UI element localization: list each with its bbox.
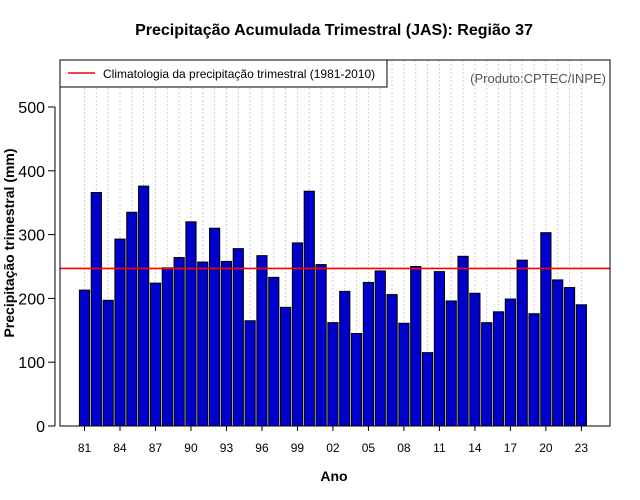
bar — [220, 260, 233, 427]
x-tick-label: 11 — [433, 441, 446, 455]
bar — [528, 313, 540, 427]
x-tick-label: 05 — [362, 441, 376, 455]
bars-group — [78, 185, 587, 427]
bar — [126, 211, 138, 427]
y-tick-label: 300 — [18, 228, 45, 245]
x-tick-label: 96 — [255, 441, 269, 455]
x-axis: 81 84 87 90 93 96 99 02 05 08 11 14 17 20 23 — [78, 426, 589, 455]
bar — [256, 255, 268, 427]
product-credit: (Produto:CPTEC/INPE) — [470, 71, 606, 86]
bar — [149, 282, 162, 427]
bar — [492, 311, 505, 427]
bar — [209, 227, 221, 427]
bar — [350, 332, 363, 427]
bar — [433, 271, 445, 427]
x-axis-label: Ano — [320, 468, 347, 484]
x-tick-label: 84 — [113, 441, 127, 455]
x-tick-label: 90 — [184, 441, 198, 455]
x-tick-label: 20 — [539, 441, 553, 455]
x-tick-label: 14 — [468, 441, 482, 455]
x-tick-label: 93 — [220, 441, 234, 455]
x-tick-label: 87 — [149, 441, 163, 455]
legend-label: Climatologia da precipitação trimestral … — [103, 67, 375, 81]
bar — [232, 248, 244, 427]
bar — [327, 322, 339, 427]
y-tick-label: 100 — [18, 355, 45, 372]
bar — [481, 322, 493, 427]
bar — [197, 261, 209, 427]
x-tick-label: 81 — [78, 441, 92, 455]
bar — [457, 255, 469, 427]
bar — [315, 264, 327, 427]
bar — [421, 352, 434, 427]
y-axis: 0 100 200 300 400 500 — [18, 100, 56, 436]
x-tick-label: 02 — [326, 441, 340, 455]
bar — [374, 270, 386, 427]
bar — [161, 267, 173, 427]
y-axis-label: Precipitação trimestral (mm) — [1, 148, 17, 337]
bar — [339, 290, 351, 427]
y-tick-label: 200 — [18, 291, 45, 308]
x-tick-label: 23 — [575, 441, 589, 455]
bar — [516, 259, 528, 427]
bar — [540, 232, 552, 427]
bar — [445, 300, 457, 427]
bar — [114, 238, 126, 427]
bar — [410, 266, 422, 427]
bar — [469, 292, 481, 427]
bar — [504, 298, 516, 427]
bar — [303, 190, 315, 427]
bar — [185, 221, 197, 427]
bar — [362, 281, 375, 427]
y-tick-label: 0 — [36, 419, 45, 436]
bar — [173, 257, 185, 427]
bar — [386, 294, 398, 427]
bar — [563, 287, 576, 427]
legend-box — [59, 59, 388, 88]
bar — [138, 185, 150, 427]
bar — [268, 276, 280, 427]
bar — [575, 304, 587, 427]
x-tick-label: 08 — [397, 441, 411, 455]
bar — [78, 289, 91, 427]
bar — [244, 320, 256, 427]
bar — [291, 242, 304, 427]
bar — [102, 299, 114, 427]
bar — [90, 191, 102, 427]
chart-title: Precipitação Acumulada Trimestral (JAS):… — [135, 22, 533, 39]
bar — [398, 322, 410, 427]
x-tick-label: 99 — [291, 441, 305, 455]
bar — [280, 306, 292, 427]
y-tick-label: 400 — [18, 164, 45, 181]
x-tick-label: 17 — [504, 441, 518, 455]
legend: Climatologia da precipitação trimestral … — [59, 59, 388, 88]
y-tick-label: 500 — [18, 100, 45, 117]
bar — [552, 279, 564, 427]
